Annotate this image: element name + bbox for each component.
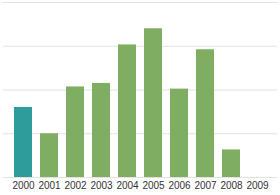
svg-text:2006: 2006 <box>168 180 191 191</box>
svg-text:2000: 2000 <box>12 180 35 191</box>
svg-text:2003: 2003 <box>90 180 113 191</box>
svg-text:2007: 2007 <box>194 180 217 191</box>
svg-text:2009: 2009 <box>246 180 269 191</box>
svg-text:2001: 2001 <box>38 180 61 191</box>
svg-text:2004: 2004 <box>116 180 139 191</box>
svg-text:2005: 2005 <box>142 180 165 191</box>
svg-text:2002: 2002 <box>64 180 87 191</box>
svg-text:2008: 2008 <box>220 180 243 191</box>
